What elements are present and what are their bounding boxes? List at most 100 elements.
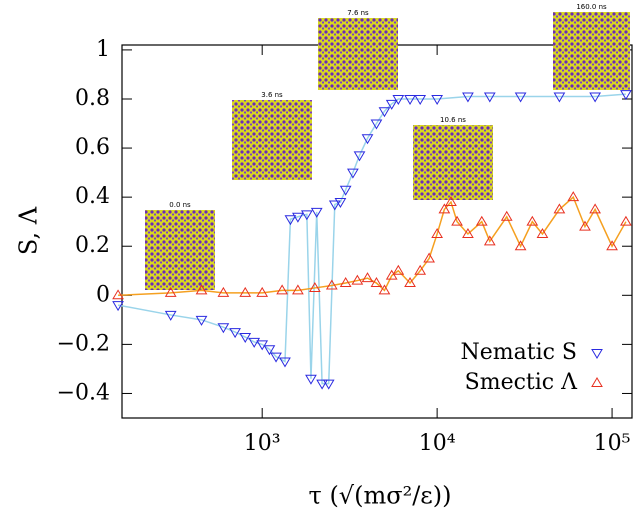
marker — [404, 94, 416, 105]
snapshot-label: 3.6 ns — [261, 91, 283, 99]
marker — [217, 323, 230, 334]
marker — [514, 240, 527, 251]
marker — [462, 92, 474, 103]
snapshot — [413, 125, 493, 200]
marker — [370, 277, 383, 288]
marker — [483, 92, 496, 103]
marker — [292, 212, 304, 223]
marker — [334, 198, 347, 209]
snapshot — [553, 12, 630, 90]
marker — [248, 337, 261, 348]
marker — [316, 379, 328, 390]
marker — [256, 286, 269, 297]
marker — [553, 92, 566, 103]
marker — [553, 203, 566, 214]
y-tick-label: 0.2 — [75, 233, 110, 258]
y-axis-label: S, Λ — [15, 206, 43, 255]
legend-label: Smectic Λ — [465, 370, 578, 395]
y-tick-label: −0.2 — [57, 331, 110, 356]
snapshot-label: 160.0 ns — [576, 3, 607, 11]
marker — [310, 207, 323, 218]
marker — [284, 215, 297, 226]
marker — [589, 203, 601, 214]
marker — [385, 99, 398, 110]
marker — [567, 191, 580, 202]
snapshot — [318, 18, 398, 90]
x-axis-label: τ (√(mσ²/ε)) — [309, 482, 452, 510]
marker — [239, 333, 252, 344]
marker — [263, 345, 276, 356]
marker — [361, 272, 374, 283]
marker — [256, 340, 269, 351]
legend-label: Nematic S — [460, 340, 577, 365]
marker — [475, 215, 488, 226]
marker — [195, 315, 208, 326]
marker — [620, 90, 632, 101]
marker — [164, 286, 177, 297]
marker — [451, 215, 463, 226]
marker — [308, 281, 321, 292]
y-tick-label: 0.6 — [75, 135, 110, 160]
marker — [112, 289, 124, 300]
marker — [431, 94, 444, 105]
marker — [445, 196, 457, 207]
marker — [392, 94, 405, 105]
marker — [589, 92, 601, 103]
marker — [500, 210, 513, 221]
marker — [462, 227, 474, 238]
legend-marker — [591, 377, 603, 387]
marker — [606, 240, 618, 251]
marker — [361, 134, 374, 145]
marker — [370, 119, 383, 130]
marker — [339, 185, 352, 196]
marker — [423, 252, 435, 263]
marker — [292, 284, 304, 295]
snapshot — [145, 210, 215, 290]
marker — [378, 284, 391, 295]
y-tick-label: 0.4 — [75, 184, 110, 209]
y-tick-label: 0.8 — [75, 86, 110, 111]
snapshot-label: 0.0 ns — [169, 201, 191, 209]
snapshot — [232, 100, 312, 180]
marker — [217, 286, 230, 297]
marker — [347, 168, 359, 179]
marker — [438, 203, 451, 214]
marker — [328, 200, 341, 211]
x-tick-label: 10³ — [244, 431, 281, 456]
series-line — [117, 93, 626, 385]
marker — [431, 227, 444, 238]
marker — [536, 227, 549, 238]
marker — [305, 374, 317, 385]
marker — [276, 284, 288, 295]
marker — [339, 277, 352, 288]
y-tick-label: 1 — [96, 37, 110, 62]
marker — [620, 215, 632, 226]
marker — [404, 277, 416, 288]
marker — [112, 301, 124, 312]
x-tick-label: 10⁵ — [594, 431, 631, 456]
marker — [353, 151, 366, 162]
marker — [483, 235, 496, 246]
marker — [514, 92, 527, 103]
marker — [526, 215, 539, 226]
snapshot-label: 10.6 ns — [440, 116, 466, 124]
marker — [239, 286, 252, 297]
y-tick-label: −0.4 — [57, 380, 110, 405]
marker — [579, 220, 591, 231]
marker — [325, 279, 338, 290]
marker — [351, 274, 364, 285]
x-tick-label: 10⁴ — [419, 431, 456, 456]
marker — [392, 264, 405, 275]
marker — [414, 94, 427, 105]
marker — [322, 379, 335, 390]
marker — [414, 264, 427, 275]
marker — [385, 269, 398, 280]
marker — [279, 357, 291, 368]
marker — [229, 328, 241, 339]
snapshot-label: 7.6 ns — [347, 9, 369, 17]
legend-marker — [591, 349, 603, 359]
marker — [195, 284, 208, 295]
y-tick-label: 0 — [96, 282, 110, 307]
marker — [164, 310, 177, 321]
